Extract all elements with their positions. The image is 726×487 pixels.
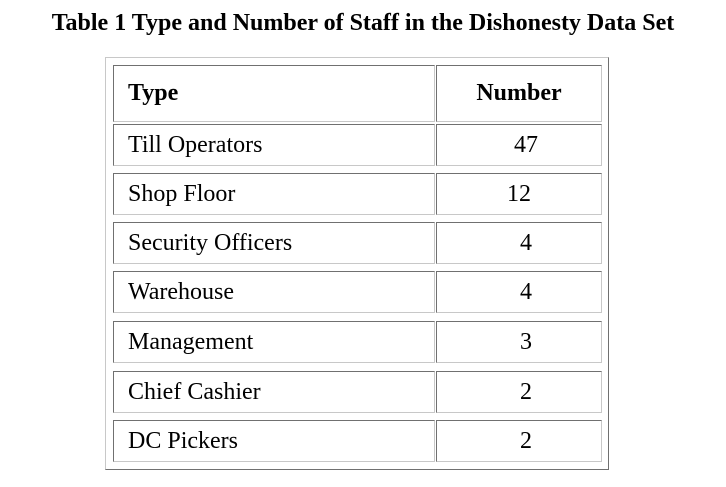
table-row-number: 4 bbox=[436, 222, 602, 264]
table-row-number: 3 bbox=[436, 321, 602, 363]
column-header-type: Type bbox=[113, 65, 435, 122]
table-row-type: Chief Cashier bbox=[113, 371, 435, 413]
column-header-number: Number bbox=[436, 65, 602, 122]
table-row-type: Warehouse bbox=[113, 271, 435, 313]
table-caption: Table 1 Type and Number of Staff in the … bbox=[51, 10, 675, 36]
table-row-type: DC Pickers bbox=[113, 420, 435, 462]
staff-table: Type Number Till Operators 47 Shop Floor… bbox=[105, 57, 609, 470]
table-row-type: Till Operators bbox=[113, 124, 435, 166]
table-row-number: 2 bbox=[436, 420, 602, 462]
table-row-type: Security Officers bbox=[113, 222, 435, 264]
table-row-type: Shop Floor bbox=[113, 173, 435, 215]
table-row-number: 47 bbox=[436, 124, 602, 166]
table-row-type: Management bbox=[113, 321, 435, 363]
table-row-number: 12 bbox=[436, 173, 602, 215]
table-row-number: 2 bbox=[436, 371, 602, 413]
table-row-number: 4 bbox=[436, 271, 602, 313]
